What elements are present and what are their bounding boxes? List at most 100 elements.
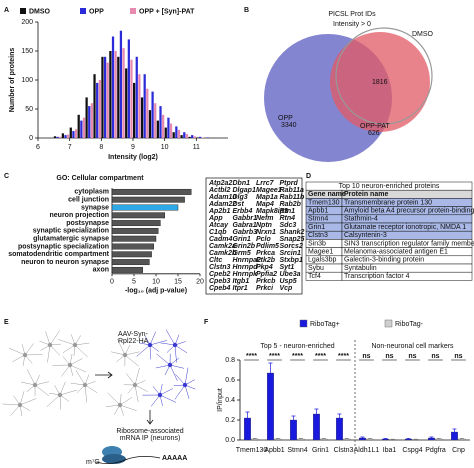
- histogram-bar: [162, 114, 165, 138]
- dendrite: [47, 344, 51, 363]
- significance-label: ns: [454, 353, 462, 360]
- histogram-bar: [198, 136, 202, 138]
- bar: [111, 212, 165, 219]
- x-tick-label: Cnp: [452, 447, 465, 454]
- histogram-bar: [111, 36, 115, 138]
- error-bar: [245, 411, 250, 418]
- error-bar: [360, 436, 365, 438]
- y-tick-label: 0.4: [225, 397, 235, 404]
- dendrite: [174, 344, 177, 363]
- histogram-bar: [64, 135, 67, 138]
- histogram-bar: [169, 123, 173, 138]
- dendrite: [10, 404, 21, 416]
- dendrite: [169, 364, 185, 369]
- bar: [111, 204, 179, 211]
- panel-label: E: [4, 319, 9, 326]
- gene-box: [205, 177, 303, 295]
- dendrite: [149, 331, 156, 346]
- significance-label: ****: [338, 353, 349, 360]
- table-text: Amyloid beta A4 precursor protein-bindin…: [344, 208, 474, 215]
- table-text: Sin3b: [308, 240, 326, 247]
- venn-label: OPP: [278, 115, 293, 122]
- histogram-bar: [143, 74, 146, 138]
- legend-label: OPP: [89, 8, 104, 15]
- histogram-bar: [67, 134, 70, 138]
- dendrite: [49, 330, 60, 346]
- dendrite: [59, 389, 77, 396]
- significance-label: ****: [269, 353, 280, 360]
- venn-circle: [330, 32, 430, 132]
- histogram-bar: [175, 126, 178, 138]
- category-label: cytoplasm: [74, 189, 109, 196]
- histogram-bar: [159, 106, 162, 138]
- legend-label: RiboTag+: [310, 321, 340, 328]
- x-tick-label: Stmn4: [287, 447, 307, 454]
- dendrite: [75, 369, 86, 386]
- dendrite: [117, 339, 126, 356]
- gene-name: Grin1: [233, 236, 251, 243]
- histogram-bar: [59, 136, 62, 138]
- schematic-text: Ribosome-associated: [116, 428, 183, 435]
- table-text: Melanoma-associated antigen E1: [344, 249, 448, 256]
- histogram-bar: [156, 120, 159, 138]
- bar: [412, 439, 420, 441]
- venn-label: OPP-PAT: [360, 123, 390, 130]
- bar: [111, 243, 154, 250]
- dendrite: [184, 384, 190, 399]
- bar: [358, 437, 366, 441]
- gene-name: C1qb: [209, 229, 227, 236]
- table-text: Grin1: [308, 224, 325, 231]
- bar: [111, 227, 159, 234]
- gene-name: Camk2b: [209, 250, 237, 257]
- gene-name: Nrxn1: [256, 229, 276, 236]
- gene-name: Adam22: [208, 201, 236, 208]
- neuron-body: [82, 382, 88, 388]
- arrow: [146, 410, 154, 425]
- bar: [274, 438, 282, 441]
- category-label: synapse: [81, 204, 109, 211]
- x-tick-label: Tmem130: [236, 447, 268, 454]
- histogram-bar: [146, 88, 149, 138]
- dendrite: [119, 404, 137, 411]
- legend-label: DMSO: [29, 8, 51, 15]
- venn-count: 626: [368, 130, 380, 137]
- dendrite: [8, 347, 26, 356]
- bar: [335, 417, 343, 441]
- bar: [427, 437, 435, 441]
- histogram-bar: [85, 97, 88, 138]
- y-tick-label: 200: [21, 19, 33, 26]
- histogram-bar: [191, 135, 194, 138]
- dendrite: [134, 367, 140, 386]
- gene-name: Magee1: [256, 187, 282, 194]
- neuron-body: [17, 402, 23, 408]
- bar: [111, 266, 143, 273]
- dendrite: [34, 381, 50, 386]
- x-tick-label: 7: [68, 144, 72, 151]
- bar: [266, 372, 274, 441]
- neuron-body: [117, 402, 123, 408]
- histogram-bar: [90, 103, 94, 138]
- table-text: Transcription factor 4: [344, 273, 410, 280]
- dendrite: [19, 398, 37, 406]
- table-text: Galectin-3-binding protein: [344, 257, 424, 264]
- histogram-bar: [172, 132, 175, 138]
- dendrite: [134, 384, 148, 392]
- dendrite: [184, 367, 189, 386]
- dendrite: [107, 392, 121, 406]
- x-tick-label: 9: [131, 144, 135, 151]
- neuron-body: [172, 342, 178, 348]
- venn-count: 1816: [372, 79, 388, 86]
- histogram-bar: [74, 129, 78, 138]
- gene-name: Itpr1: [233, 285, 248, 292]
- neuron-body: [182, 382, 188, 388]
- venn-count: 3340: [281, 122, 297, 129]
- neuron-body: [47, 342, 53, 348]
- significance-label: ns: [385, 353, 393, 360]
- gene-name: Cpeb4: [209, 285, 231, 292]
- gene-name: Grm5: [233, 250, 251, 257]
- gene-name: Gabra1: [233, 222, 257, 229]
- gene-name: Map4: [256, 201, 274, 208]
- category-label: synaptic specialization: [33, 228, 109, 235]
- error-bar: [252, 438, 257, 439]
- table-text: Tcf4: [308, 273, 321, 280]
